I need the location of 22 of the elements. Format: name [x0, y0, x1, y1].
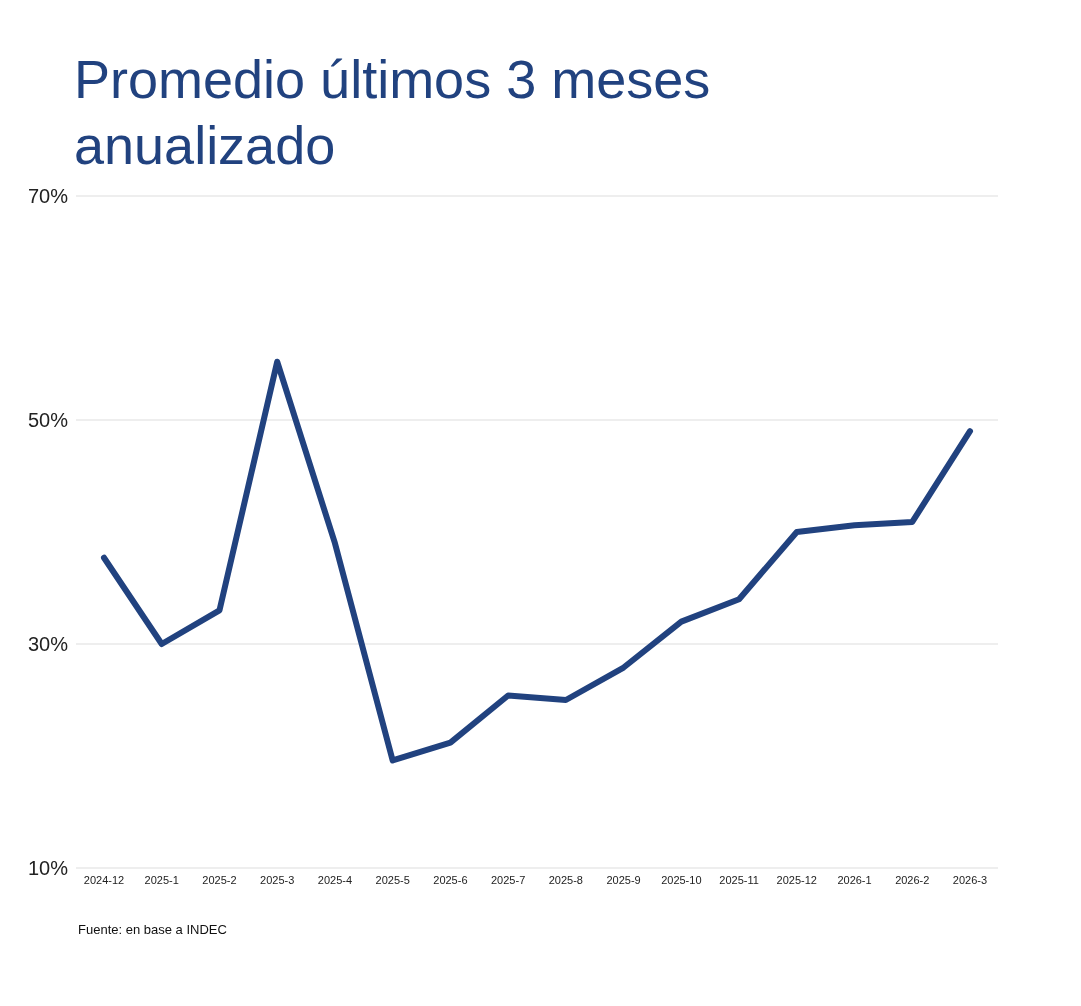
- x-tick-label: 2025-2: [202, 873, 237, 886]
- x-tick-label: 2025-8: [548, 873, 583, 886]
- x-tick-label: 2025-11: [719, 873, 759, 886]
- y-tick-label: 10%: [27, 857, 69, 880]
- x-tick-label: 2025-12: [776, 873, 817, 886]
- x-tick-label: 2026-2: [895, 873, 930, 886]
- x-tick-label: 2025-6: [433, 873, 468, 886]
- x-tick-label: 2025-10: [661, 873, 702, 886]
- x-tick-label: 2025-1: [144, 873, 179, 886]
- x-tick-label: 2026-1: [837, 873, 872, 886]
- x-tick-label: 2025-7: [491, 873, 526, 886]
- x-tick-label: 2025-9: [606, 873, 641, 886]
- y-tick-label: 50%: [27, 409, 69, 432]
- x-tick-label: 2025-3: [260, 873, 295, 886]
- x-tick-label: 2024-12: [83, 873, 125, 886]
- x-tick-label: 2026-3: [952, 873, 988, 886]
- y-tick-label: 70%: [27, 185, 69, 208]
- x-tick-label: 2025-5: [375, 873, 410, 886]
- y-tick-label: 30%: [27, 633, 69, 656]
- source-note: Fuente: en base a INDEC: [78, 922, 228, 937]
- chart-title: Promedio últimos 3 meses anualizado: [74, 48, 712, 177]
- x-tick-label: 2025-4: [317, 873, 353, 886]
